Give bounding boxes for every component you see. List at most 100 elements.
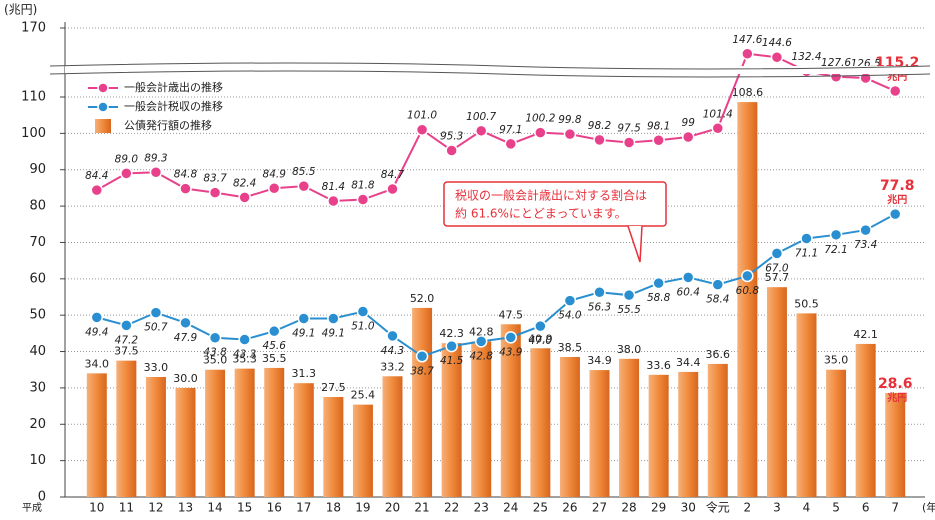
bar xyxy=(707,363,728,497)
line-value-label: 144.6 xyxy=(762,37,792,49)
bar-value-label: 35.3 xyxy=(232,353,257,366)
line-value-label: 49.4 xyxy=(85,326,108,338)
marker xyxy=(534,126,547,139)
bar xyxy=(559,357,580,497)
x-tick-label: 30 xyxy=(681,501,696,515)
bar xyxy=(500,324,521,497)
x-tick-label: 17 xyxy=(296,501,311,515)
axis-break-line xyxy=(49,62,931,70)
y-tick-label: 30 xyxy=(29,380,46,395)
x-tick-label: 18 xyxy=(326,501,341,515)
marker xyxy=(415,123,429,136)
marker xyxy=(90,311,104,324)
bar-value-label: 42.8 xyxy=(469,325,494,338)
marker xyxy=(622,288,636,302)
bar xyxy=(855,343,876,497)
line-value-label: 56.3 xyxy=(588,301,611,313)
line-value-label: 44.3 xyxy=(381,345,404,357)
marker xyxy=(681,130,695,144)
bar xyxy=(264,367,285,497)
marker xyxy=(297,312,311,325)
bar-value-label: 40.9 xyxy=(528,332,553,345)
marker xyxy=(593,286,606,299)
x-tick-label: 26 xyxy=(562,501,577,515)
bar xyxy=(86,373,107,497)
bar xyxy=(234,368,255,497)
x-tick-label: 4 xyxy=(803,501,811,515)
bar xyxy=(619,358,640,497)
line-value-label: 72.1 xyxy=(824,244,847,256)
marker xyxy=(445,339,458,353)
line-value-label: 127.6 xyxy=(821,57,851,69)
x-tick-label: 24 xyxy=(503,501,518,515)
line-value-label: 100.7 xyxy=(466,111,496,123)
bar-value-label: 37.5 xyxy=(114,345,139,358)
line-value-label: 147.6 xyxy=(732,34,762,46)
x-tick-label: 5 xyxy=(832,501,840,515)
bar-value-label: 34.9 xyxy=(587,354,612,367)
annotation-text: 約 61.6%にとどまっています。 xyxy=(455,206,627,221)
marker xyxy=(149,306,163,319)
marker xyxy=(622,136,636,149)
bar-value-label: 25.4 xyxy=(351,389,376,402)
bar xyxy=(530,348,551,497)
marker xyxy=(829,228,843,242)
x-tick-label: 21 xyxy=(414,501,429,515)
x-tick-label: 27 xyxy=(592,501,607,515)
marker xyxy=(652,134,665,147)
line-value-label: 49.1 xyxy=(292,327,315,339)
bar-value-label: 34.4 xyxy=(676,356,701,369)
line-value-label: 97.1 xyxy=(499,124,522,136)
bar xyxy=(382,376,403,497)
line-value-label: 97.5 xyxy=(617,122,641,134)
legend-marker xyxy=(97,101,109,113)
line-value-label: 95.3 xyxy=(440,130,463,142)
marker xyxy=(149,166,163,179)
marker xyxy=(297,179,311,193)
bar-value-label: 35.5 xyxy=(262,352,287,365)
y-tick-label: 20 xyxy=(29,417,46,432)
bar-value-label: 47.5 xyxy=(499,308,524,321)
line-value-label: 89.0 xyxy=(115,153,139,165)
annotation-text: 税収の一般会計歳出に対する割合は xyxy=(455,188,647,203)
line-value-label: 81.4 xyxy=(322,181,345,193)
bar xyxy=(412,307,433,497)
marker xyxy=(120,319,133,332)
marker xyxy=(445,144,458,157)
line-value-label: 51.0 xyxy=(351,321,375,333)
x-tick-label: 28 xyxy=(621,501,636,515)
bar-value-label: 35.0 xyxy=(824,354,849,367)
x-tick-label: 6 xyxy=(862,501,870,515)
line-value-label: 45.6 xyxy=(263,340,287,352)
bar-value-label: 38.5 xyxy=(558,341,583,354)
bar-value-label: 27.5 xyxy=(321,381,346,394)
bar-value-label: 28.6 xyxy=(878,376,913,392)
line-value-label: 84.4 xyxy=(85,170,108,182)
marker xyxy=(120,167,133,180)
y-tick-label: 170 xyxy=(21,21,46,36)
marker xyxy=(741,47,754,61)
marker xyxy=(356,193,370,206)
bar-value-label: 34.0 xyxy=(85,357,110,370)
y-tick-label: 80 xyxy=(29,199,46,214)
marker xyxy=(593,133,606,147)
bar-value-label: 57.7 xyxy=(765,271,790,284)
line-value-label: 41.5 xyxy=(440,355,464,367)
bar-value-label: 42.3 xyxy=(439,327,464,340)
x-tick-label: 16 xyxy=(267,501,282,515)
marker xyxy=(238,191,251,204)
line xyxy=(96,213,896,358)
y-tick-label: 0 xyxy=(38,490,46,505)
line-value-label: 43.8 xyxy=(203,347,227,359)
line-value-label: 50.7 xyxy=(144,322,168,334)
line-value-label: 89.3 xyxy=(144,152,167,164)
marker xyxy=(563,127,577,141)
line-value-label: 99 xyxy=(682,117,696,129)
bar xyxy=(145,377,166,497)
bar xyxy=(589,370,610,497)
marker xyxy=(888,207,902,221)
marker xyxy=(800,232,813,245)
marker xyxy=(504,331,518,344)
line-value-label: 49.1 xyxy=(322,327,345,339)
